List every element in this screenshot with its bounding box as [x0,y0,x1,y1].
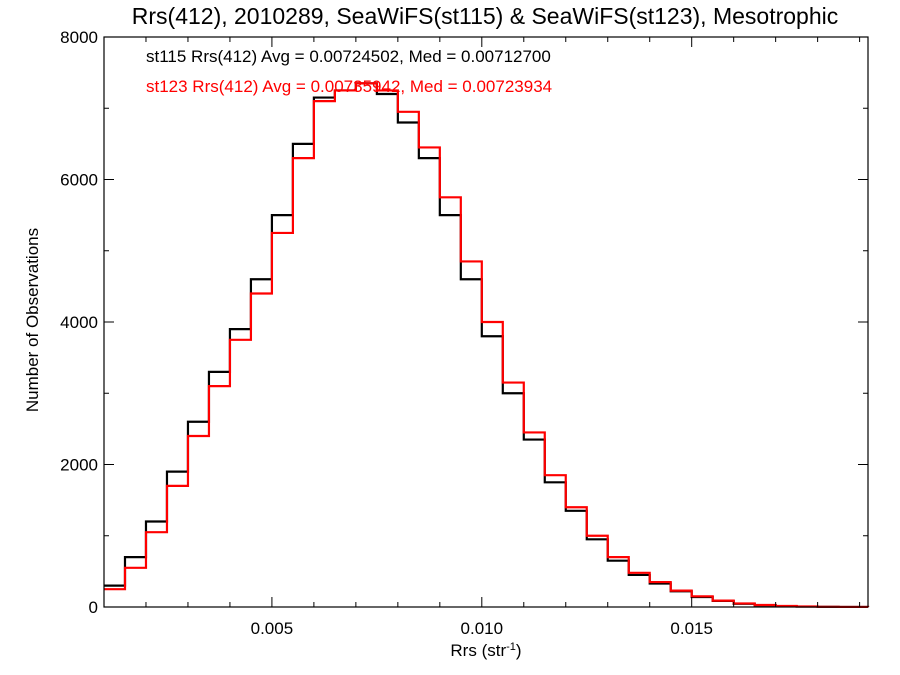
x-tick-label: 0.005 [251,619,294,638]
chart-title: Rrs(412), 2010289, SeaWiFS(st115) & SeaW… [132,3,838,29]
legend-entry-st115: st115 Rrs(412) Avg = 0.00724502, Med = 0… [146,47,551,66]
y-tick-label: 4000 [60,313,98,332]
y-tick-label: 2000 [60,456,98,475]
y-axis-label: Number of Observations [23,228,42,412]
axis-ticks: 0.005 0.010 0.015 0 2000 4000 6000 8000 [60,28,868,638]
x-axis-label-main: Rrs (str [450,641,506,660]
y-tick-label: 0 [89,598,98,617]
x-axis-label: Rrs (str-1) [450,641,521,660]
legend-entry-st123: st123 Rrs(412) Avg = 0.00735942, Med = 0… [146,77,552,96]
x-axis-label-superscript: -1 [506,641,516,653]
y-tick-label: 6000 [60,171,98,190]
x-tick-label: 0.010 [461,619,504,638]
plot-frame [103,36,869,608]
y-tick-label: 8000 [60,28,98,47]
x-tick-label: 0.015 [670,619,713,638]
x-axis-label-close: ) [516,641,522,660]
